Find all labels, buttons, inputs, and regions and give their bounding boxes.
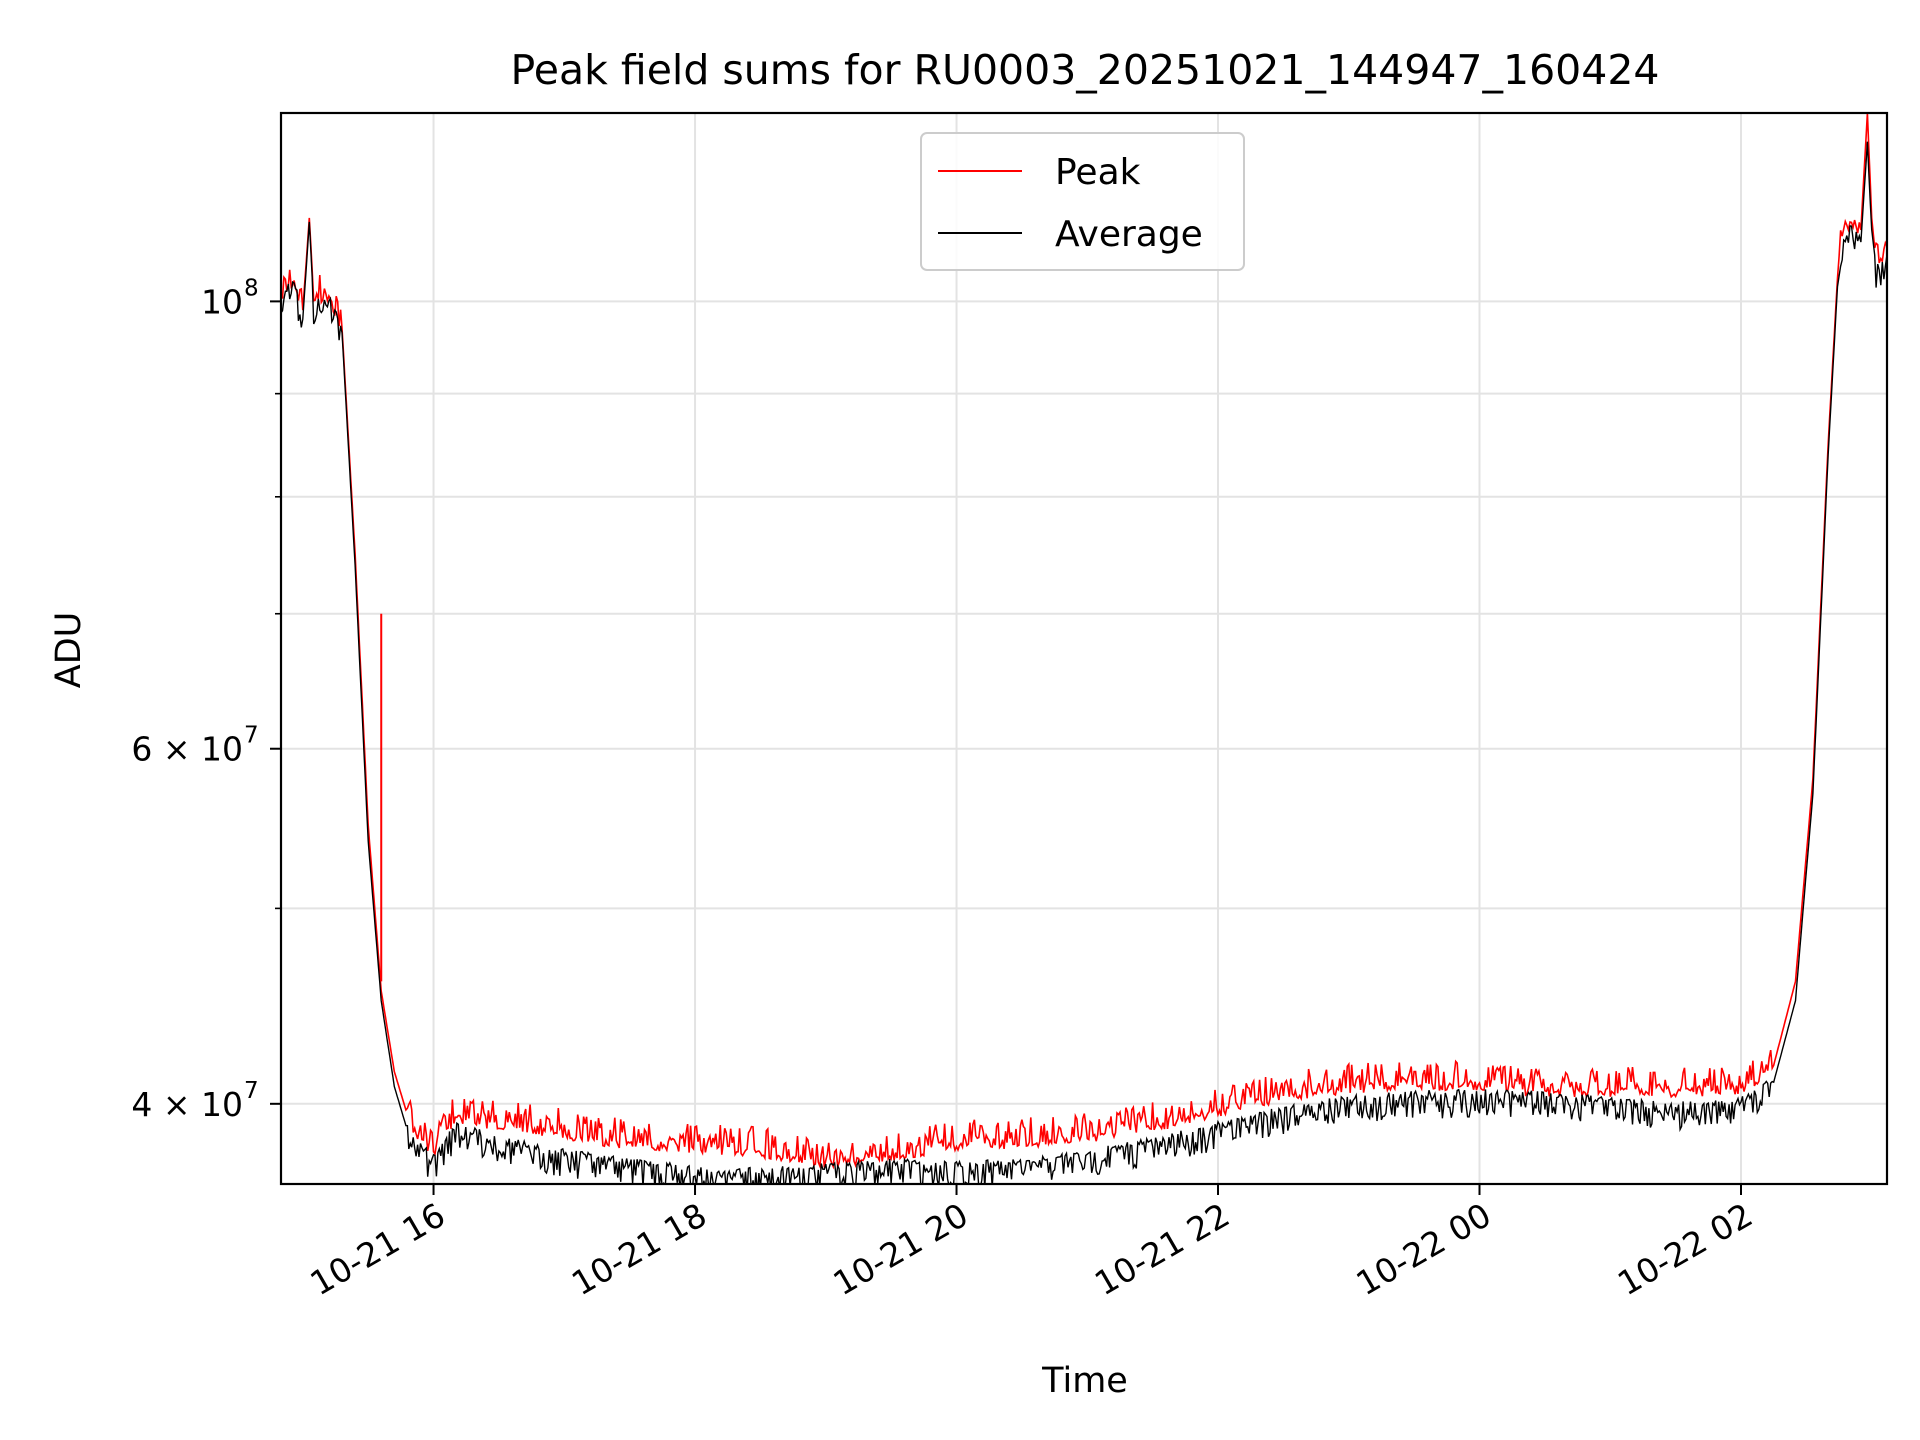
legend-label-peak: Peak <box>1055 152 1141 193</box>
y-tick-label: 4 × 10 <box>131 1085 243 1124</box>
x-tick-label: 10-22 00 <box>1350 1195 1498 1303</box>
y-tick-label: 10 <box>201 282 243 321</box>
y-axis-label: ADU <box>49 612 89 689</box>
x-tick-label: 10-22 02 <box>1611 1195 1759 1303</box>
legend-box <box>920 132 1245 271</box>
plot-area <box>281 113 1887 1184</box>
x-tick-label: 10-21 22 <box>1088 1195 1236 1303</box>
legend: Peak Average <box>920 132 1245 271</box>
y-tick-exponent: 7 <box>244 1078 259 1104</box>
legend-label-average: Average <box>1055 214 1203 255</box>
axes-frame <box>279 111 1889 1186</box>
x-tick-label: 10-21 20 <box>827 1195 975 1303</box>
x-tick-label: 10-21 16 <box>304 1195 452 1303</box>
x-tick-label: 10-21 18 <box>565 1195 713 1303</box>
chart-title: Peak field sums for RU0003_20251021_1449… <box>510 46 1659 94</box>
grid <box>281 113 1887 1184</box>
series-line-average <box>281 141 1887 1184</box>
x-axis-label: Time <box>1041 1361 1128 1401</box>
y-tick-label: 6 × 10 <box>131 730 243 769</box>
y-tick-exponent: 8 <box>244 275 259 301</box>
y-tick-exponent: 7 <box>244 723 259 749</box>
series-line-peak <box>281 113 1887 1170</box>
